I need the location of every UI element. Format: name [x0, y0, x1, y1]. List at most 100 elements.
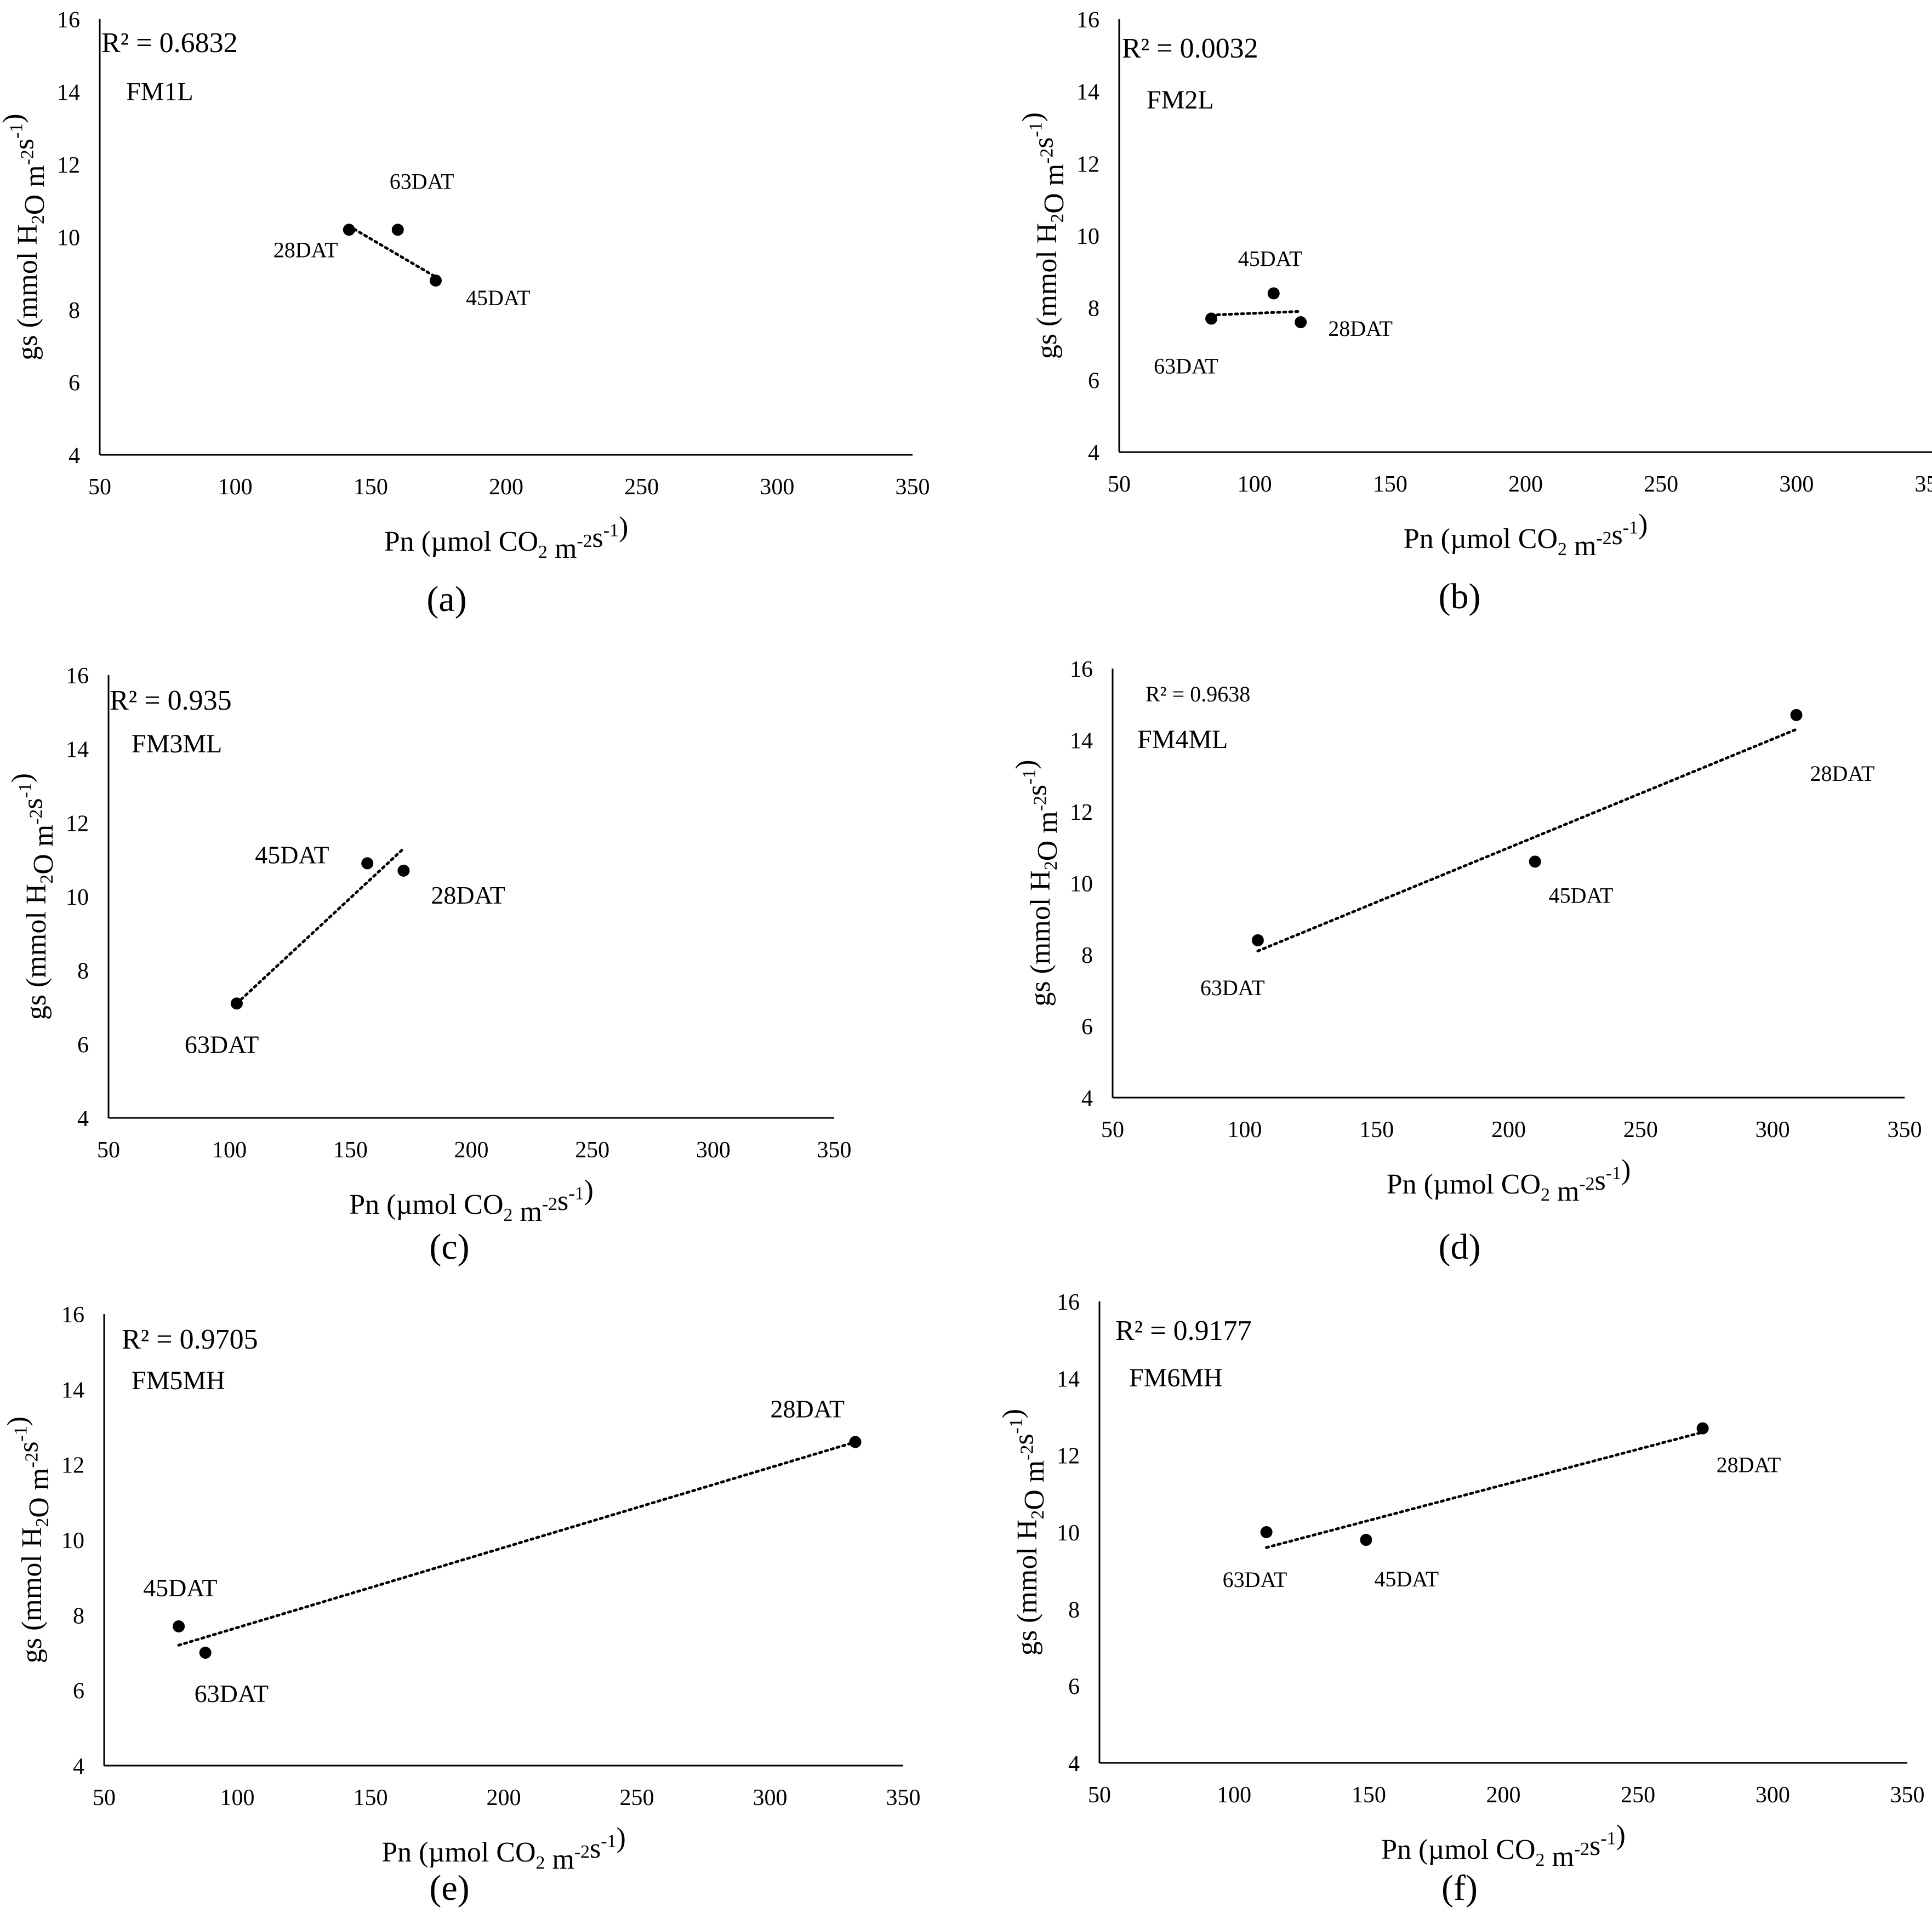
data-point [849, 1436, 862, 1448]
x-axis-title: Pn (µmol CO2 m-2s-1) [384, 511, 629, 564]
r-squared-label: R² = 0.0032 [1122, 33, 1258, 64]
x-tick-label: 100 [212, 1138, 247, 1163]
y-tick-label: 14 [1076, 80, 1099, 105]
data-point-label: 45DAT [1374, 1567, 1439, 1591]
data-point [343, 224, 355, 236]
x-tick-label: 100 [1238, 472, 1272, 497]
x-tick-label: 350 [896, 475, 930, 500]
data-point-label: 45DAT [466, 285, 531, 310]
y-tick-label: 6 [69, 371, 80, 396]
y-tick-label: 12 [1076, 152, 1099, 177]
y-tick-label: 8 [73, 1603, 84, 1629]
x-tick-label: 300 [760, 475, 794, 500]
y-tick-label: 14 [1070, 729, 1093, 754]
chart-panel-a: 50 100 150 200 250 300 350 4 6 8 10 12 14 16 Pn (µmol … [0, 8, 930, 619]
chart-panel-d: 50 100 150 200 250 300 350 4 6 8 10 12 14 16 Pn (µmol … [1010, 657, 1922, 1267]
chart-panel-e: 50 100 150 200 250 300 350 4 6 8 10 12 14 16 Pn (µmol … [2, 1303, 920, 1908]
x-axis-title: Pn (µmol CO2 m-2s-1) [349, 1174, 594, 1227]
data-point-label: 28DAT [771, 1395, 845, 1423]
x-tick-label: 50 [97, 1138, 120, 1163]
data-point-label: 63DAT [1200, 975, 1265, 1000]
data-point [1360, 1534, 1372, 1546]
x-tick-label: 150 [1373, 472, 1407, 497]
x-tick-label: 150 [354, 475, 388, 500]
chart-panel-b: 50 100 150 200 250 300 350 4 6 8 10 12 14 16 Pn (µmol … [1017, 8, 1932, 616]
data-point-label: 63DAT [195, 1680, 269, 1708]
x-tick-label: 200 [1491, 1117, 1526, 1143]
data-point [230, 997, 243, 1010]
panel-caption: (d) [1439, 1227, 1481, 1267]
data-point [1529, 855, 1541, 868]
x-tick-label: 300 [753, 1785, 788, 1811]
y-tick-label: 4 [1068, 1751, 1080, 1777]
y-tick-label: 16 [1076, 8, 1099, 33]
panel-caption: (f) [1441, 1868, 1478, 1908]
data-point-label: 45DAT [1549, 883, 1614, 907]
treatment-label: FM4ML [1137, 725, 1228, 754]
treatment-label: FM1L [126, 77, 193, 106]
x-axis-title: Pn (µmol CO2 m-2s-1) [1381, 1819, 1626, 1872]
y-axis-title: gs (mmol H2O m-2s-1) [0, 113, 50, 360]
x-tick-label: 50 [88, 475, 111, 500]
data-point-label: 28DAT [273, 237, 338, 262]
y-tick-label: 8 [1081, 943, 1093, 968]
data-point [1251, 934, 1264, 946]
x-tick-label: 200 [454, 1138, 489, 1163]
y-tick-label: 16 [66, 664, 89, 689]
data-point [1267, 287, 1280, 300]
y-tick-label: 14 [66, 738, 89, 763]
data-point [1696, 1422, 1709, 1435]
y-tick-label: 14 [1057, 1367, 1080, 1392]
x-tick-label: 350 [1915, 472, 1932, 497]
data-point-label: 28DAT [431, 881, 505, 909]
chart-panel-c: 50 100 150 200 250 300 350 4 6 8 10 12 14 16 Pn (µmol … [6, 664, 851, 1267]
x-tick-label: 350 [886, 1785, 921, 1811]
y-tick-label: 4 [73, 1754, 84, 1779]
data-point-label: 63DAT [1223, 1567, 1287, 1592]
data-point-label: 28DAT [1328, 316, 1393, 341]
data-point-label: 45DAT [143, 1574, 217, 1602]
x-tick-label: 150 [1359, 1117, 1394, 1143]
trendline [235, 847, 405, 1005]
x-tick-label: 50 [1108, 472, 1131, 497]
x-tick-label: 200 [487, 1785, 521, 1811]
x-tick-label: 150 [354, 1785, 388, 1811]
y-tick-label: 8 [77, 959, 89, 984]
trendline [347, 225, 437, 278]
x-tick-label: 150 [1352, 1783, 1386, 1808]
y-axis-title: gs (mmol H2O m-2s-1) [6, 773, 59, 1020]
y-tick-label: 6 [77, 1032, 89, 1058]
y-tick-label: 6 [1081, 1015, 1093, 1040]
y-tick-label: 10 [61, 1528, 84, 1554]
data-point-label: 28DAT [1810, 761, 1875, 786]
y-tick-label: 10 [57, 226, 80, 251]
y-tick-label: 8 [69, 298, 80, 323]
data-point-label: 63DAT [185, 1030, 259, 1058]
x-tick-label: 250 [620, 1785, 654, 1811]
x-tick-label: 250 [1623, 1117, 1658, 1143]
panel-caption: (c) [429, 1227, 469, 1267]
y-axis-title: gs (mmol H2O m-2s-1) [997, 1409, 1050, 1655]
x-tick-label: 300 [1756, 1783, 1790, 1808]
x-tick-label: 350 [1888, 1117, 1922, 1143]
x-axis-title: Pn (µmol CO2 m-2s-1) [1404, 509, 1648, 562]
data-point-label: 63DAT [1154, 353, 1218, 378]
y-tick-label: 16 [1057, 1290, 1080, 1315]
y-tick-label: 4 [1081, 1086, 1093, 1111]
x-tick-label: 200 [1508, 472, 1543, 497]
x-tick-label: 100 [1227, 1117, 1262, 1143]
data-point [1790, 709, 1803, 721]
y-tick-label: 12 [66, 811, 89, 836]
panel-caption: (e) [429, 1868, 469, 1908]
treatment-label: FM3ML [132, 729, 222, 758]
trendline [1256, 728, 1798, 952]
y-tick-label: 10 [1076, 224, 1099, 249]
y-tick-label: 8 [1068, 1597, 1080, 1623]
data-point [361, 857, 374, 870]
treatment-label: FM6MH [1129, 1363, 1223, 1392]
data-point-label: 28DAT [1717, 1453, 1781, 1477]
r-squared-label: R² = 0.9177 [1115, 1315, 1252, 1346]
data-point [391, 224, 404, 236]
